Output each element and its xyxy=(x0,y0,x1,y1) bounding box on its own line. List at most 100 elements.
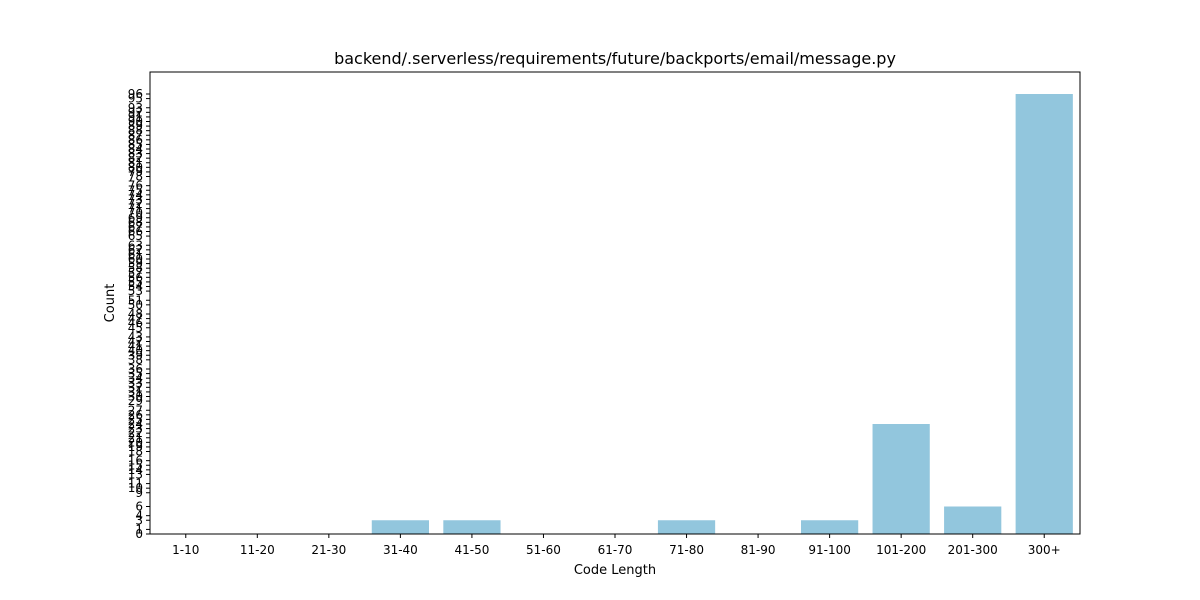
y-tick-label: 41 xyxy=(128,339,143,353)
bars-layer xyxy=(371,94,1073,534)
y-tick-label: 24 xyxy=(128,417,143,431)
y-tick-label: 71 xyxy=(128,202,143,216)
y-tick-label: 47 xyxy=(128,312,143,326)
y-tick-label: 86 xyxy=(128,133,143,147)
y-tick-label: 59 xyxy=(128,257,143,271)
x-tick-label: 300+ xyxy=(1028,543,1061,557)
bar-31-40 xyxy=(371,520,429,534)
y-tick-label: 30 xyxy=(128,390,143,404)
y-tick-label: 92 xyxy=(128,105,143,119)
y-tick-label: 50 xyxy=(128,298,143,312)
y-tick-label: 48 xyxy=(128,307,143,321)
y-tick-label: 72 xyxy=(128,197,143,211)
y-tick-label: 80 xyxy=(128,160,143,174)
y-tick-label: 56 xyxy=(128,270,143,284)
y-tick-label: 75 xyxy=(128,183,143,197)
y-tick-label: 16 xyxy=(128,454,143,468)
y-tick-label: 69 xyxy=(128,211,143,225)
chart-title: backend/.serverless/requirements/future/… xyxy=(334,49,896,68)
y-tick-label: 93 xyxy=(128,101,143,115)
y-tick-label: 46 xyxy=(128,316,143,330)
y-tick-label: 14 xyxy=(128,463,143,477)
y-tick-label: 55 xyxy=(128,275,143,289)
y-tick-label: 43 xyxy=(128,330,143,344)
y-tick-label: 36 xyxy=(128,362,143,376)
y-tick-label: 58 xyxy=(128,261,143,275)
bar-201-300 xyxy=(944,506,1002,534)
y-axis-ticks: 0134691011131415161819202122232425262729… xyxy=(128,87,150,541)
x-tick-label: 31-40 xyxy=(383,543,418,557)
y-tick-label: 85 xyxy=(128,137,143,151)
x-tick-label: 91-100 xyxy=(808,543,851,557)
bar-101-200 xyxy=(872,424,930,534)
x-tick-label: 41-50 xyxy=(454,543,489,557)
y-tick-label: 13 xyxy=(128,467,143,481)
y-tick-label: 67 xyxy=(128,220,143,234)
bar-41-50 xyxy=(443,520,501,534)
y-axis-label: Count xyxy=(103,284,118,323)
y-tick-label: 73 xyxy=(128,192,143,206)
x-tick-label: 21-30 xyxy=(311,543,346,557)
y-tick-label: 65 xyxy=(128,229,143,243)
y-tick-label: 26 xyxy=(128,408,143,422)
y-tick-label: 3 xyxy=(135,513,143,527)
y-tick-label: 19 xyxy=(128,440,143,454)
y-tick-label: 82 xyxy=(128,151,143,165)
y-tick-label: 32 xyxy=(128,380,143,394)
y-tick-label: 78 xyxy=(128,170,143,184)
x-tick-label: 101-200 xyxy=(876,543,926,557)
x-tick-label: 201-300 xyxy=(948,543,998,557)
bar-91-100 xyxy=(801,520,859,534)
y-tick-label: 79 xyxy=(128,165,143,179)
y-tick-label: 91 xyxy=(128,110,143,124)
y-tick-label: 22 xyxy=(128,426,143,440)
x-axis-label: Code Length xyxy=(574,563,656,578)
y-tick-label: 39 xyxy=(128,348,143,362)
y-tick-label: 60 xyxy=(128,252,143,266)
y-tick-label: 45 xyxy=(128,321,143,335)
y-tick-label: 25 xyxy=(128,412,143,426)
y-tick-label: 96 xyxy=(128,87,143,101)
y-tick-label: 15 xyxy=(128,458,143,472)
x-tick-label: 61-70 xyxy=(598,543,633,557)
y-tick-label: 9 xyxy=(135,486,143,500)
bar-71-80 xyxy=(657,520,716,534)
y-tick-label: 20 xyxy=(128,435,143,449)
y-tick-label: 51 xyxy=(128,293,143,307)
y-tick-label: 11 xyxy=(128,477,143,491)
y-tick-label: 34 xyxy=(128,371,143,385)
y-tick-label: 84 xyxy=(128,142,143,156)
y-tick-label: 38 xyxy=(128,353,143,367)
y-tick-label: 35 xyxy=(128,367,143,381)
y-tick-label: 81 xyxy=(128,156,143,170)
y-tick-label: 27 xyxy=(128,403,143,417)
plot-frame xyxy=(149,71,1081,535)
y-tick-label: 90 xyxy=(128,115,143,129)
x-tick-label: 11-20 xyxy=(240,543,275,557)
y-tick-label: 1 xyxy=(135,522,143,536)
x-tick-label: 71-80 xyxy=(669,543,704,557)
y-tick-label: 6 xyxy=(135,500,143,514)
y-tick-label: 68 xyxy=(128,215,143,229)
y-tick-label: 95 xyxy=(128,92,143,106)
y-tick-label: 63 xyxy=(128,238,143,252)
y-tick-label: 21 xyxy=(128,431,143,445)
y-tick-label: 70 xyxy=(128,206,143,220)
y-tick-label: 4 xyxy=(135,509,143,523)
y-tick-label: 0 xyxy=(135,527,143,541)
y-tick-label: 57 xyxy=(128,266,143,280)
y-tick-label: 10 xyxy=(128,481,143,495)
x-tick-label: 51-60 xyxy=(526,543,561,557)
y-tick-label: 29 xyxy=(128,394,143,408)
y-tick-label: 40 xyxy=(128,344,143,358)
bar-300+ xyxy=(1015,94,1073,534)
x-tick-label: 1-10 xyxy=(172,543,199,557)
y-tick-label: 74 xyxy=(128,188,143,202)
y-tick-label: 23 xyxy=(128,422,143,436)
y-tick-label: 18 xyxy=(128,445,143,459)
y-tick-label: 83 xyxy=(128,147,143,161)
y-tick-label: 88 xyxy=(128,124,143,138)
y-tick-label: 89 xyxy=(128,119,143,133)
